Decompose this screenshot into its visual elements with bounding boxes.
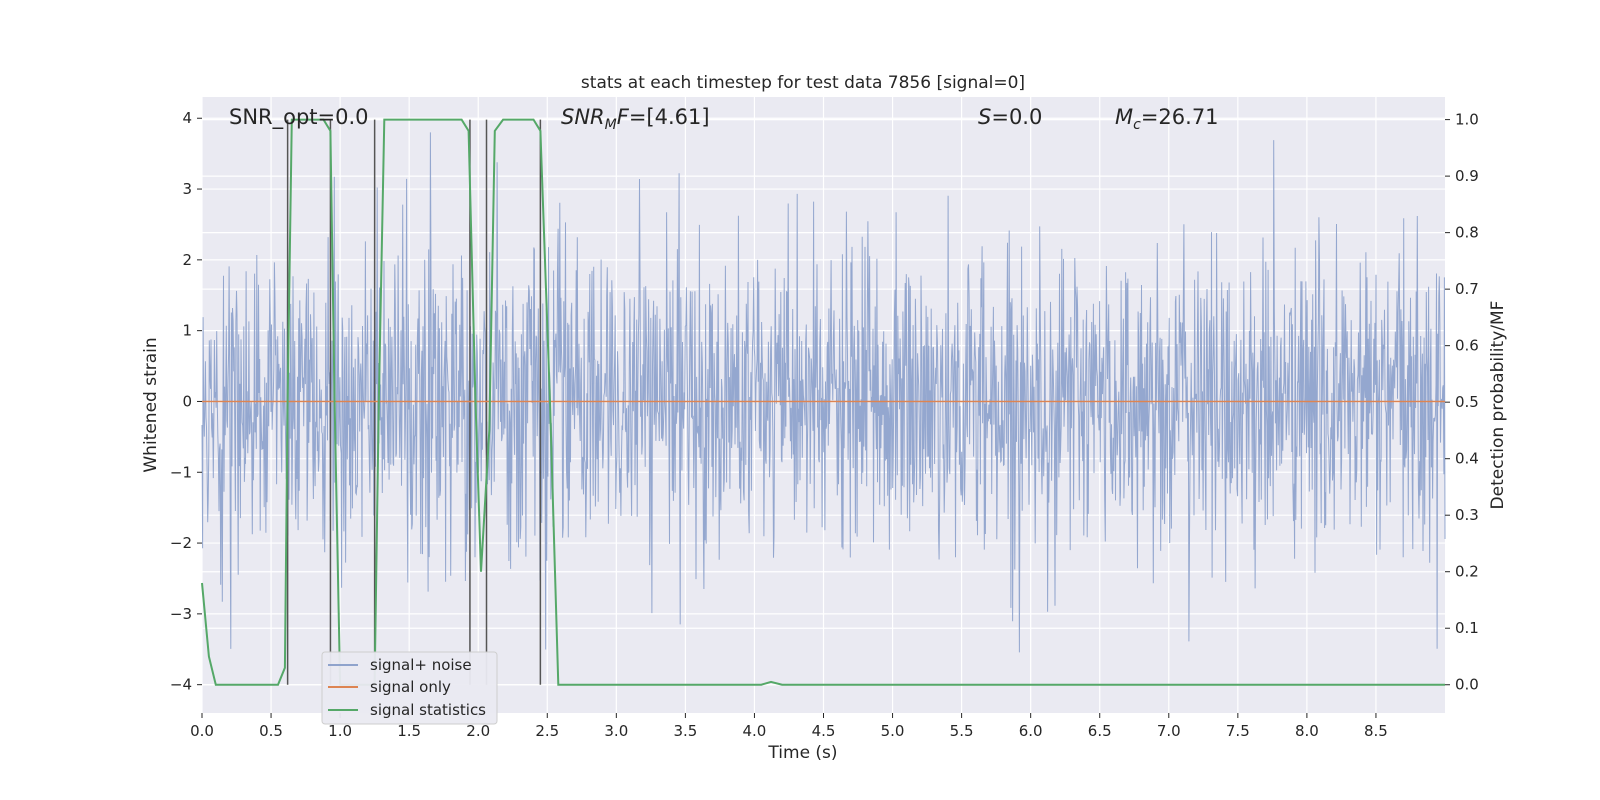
y-tick-label-right: 0.4	[1455, 450, 1479, 468]
x-tick-label: 0.0	[190, 722, 214, 740]
y-tick-label-right: 0.3	[1455, 506, 1479, 524]
x-tick-label: 8.0	[1295, 722, 1319, 740]
x-tick-label: 4.0	[743, 722, 767, 740]
y-axis-label-left: Whitened strain	[141, 337, 161, 472]
x-tick-label: 6.0	[1019, 722, 1043, 740]
series-signal-noise	[201, 132, 1446, 653]
x-tick-label: 2.0	[466, 722, 490, 740]
annotation-s: S=0.0	[978, 105, 1042, 129]
legend-label-signal-noise: signal+ noise	[370, 656, 472, 674]
y-tick-label-left: 4	[182, 109, 192, 127]
y-axis-label-right: Detection probability/MF	[1488, 301, 1508, 510]
statistics-line	[201, 118, 1445, 686]
legend-box	[321, 651, 498, 725]
y-tick-label-right: 0.7	[1455, 280, 1479, 298]
x-tick-label: 6.5	[1088, 722, 1112, 740]
y-tick-label-left: 0	[182, 392, 192, 410]
x-axis-label: Time (s)	[767, 743, 837, 763]
x-tick-label: 5.0	[881, 722, 905, 740]
annotation-mc: Mc=26.71	[1115, 105, 1219, 133]
legend: signal+ noise signal only signal statist…	[321, 651, 498, 725]
x-tick-label: 1.0	[328, 722, 352, 740]
ticks: 0.0 0.5 1.0 1.5 2.0 2.5 3.0 3.5 4.0 4.5 5.0 5.5 6.0 6…	[170, 109, 1479, 740]
x-tick-label: 5.5	[950, 722, 974, 740]
y-tick-label-right: 0.9	[1455, 167, 1479, 185]
legend-label-signal-only: signal only	[370, 678, 451, 696]
y-tick-label-left: 3	[182, 180, 192, 198]
x-tick-label: 0.5	[259, 722, 283, 740]
y-tick-label-left: −2	[170, 534, 192, 552]
y-tick-label-right: 0.8	[1455, 224, 1479, 242]
x-tick-label: 1.5	[397, 722, 421, 740]
y-tick-label-left: 2	[182, 251, 192, 269]
x-tick-label: 3.0	[604, 722, 628, 740]
chart-title: stats at each timestep for test data 785…	[581, 73, 1025, 93]
y-tick-label-left: −4	[170, 676, 192, 694]
legend-label-signal-statistics: signal statistics	[370, 701, 486, 719]
annotation-snr-opt: SNR_opt=0.0	[229, 105, 369, 130]
x-tick-label: 4.5	[812, 722, 836, 740]
x-tick-label: 7.5	[1226, 722, 1250, 740]
y-tick-label-right: 1.0	[1455, 111, 1479, 129]
y-tick-label-left: 1	[182, 322, 192, 340]
noise-line	[201, 132, 1446, 653]
y-tick-label-right: 0.1	[1455, 619, 1479, 637]
y-tick-label-right: 0.6	[1455, 337, 1479, 355]
annotation-snr-mf: SNRMF=[4.61]	[561, 105, 710, 133]
x-tick-label: 3.5	[673, 722, 697, 740]
x-tick-label: 8.5	[1364, 722, 1388, 740]
y-tick-label-left: −1	[170, 463, 192, 481]
x-tick-label: 7.0	[1157, 722, 1181, 740]
y-tick-label-left: −3	[170, 605, 192, 623]
series-signal-statistics	[201, 118, 1445, 686]
y-tick-label-right: 0.0	[1455, 676, 1479, 694]
y-tick-label-right: 0.5	[1455, 393, 1479, 411]
y-tick-label-right: 0.2	[1455, 563, 1479, 581]
x-tick-label: 2.5	[535, 722, 559, 740]
